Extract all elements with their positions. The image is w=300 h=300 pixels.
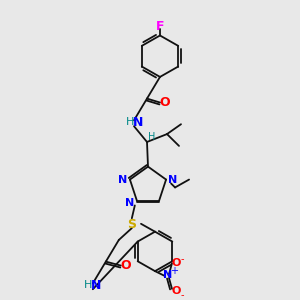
Text: N: N [118,175,128,184]
Text: H: H [148,132,156,142]
Text: O: O [121,259,131,272]
Text: +: + [170,266,178,276]
Text: N: N [125,199,134,208]
Text: O: O [171,258,181,268]
Text: N: N [168,175,178,184]
Text: N: N [133,116,143,129]
Text: N: N [164,270,172,280]
Text: N: N [91,279,101,292]
Text: F: F [156,20,164,33]
Text: S: S [127,218,136,231]
Text: H: H [84,280,92,290]
Text: H: H [126,117,134,127]
Text: -: - [180,254,184,264]
Text: -: - [180,290,184,300]
Text: O: O [171,286,181,296]
Text: O: O [160,96,170,109]
